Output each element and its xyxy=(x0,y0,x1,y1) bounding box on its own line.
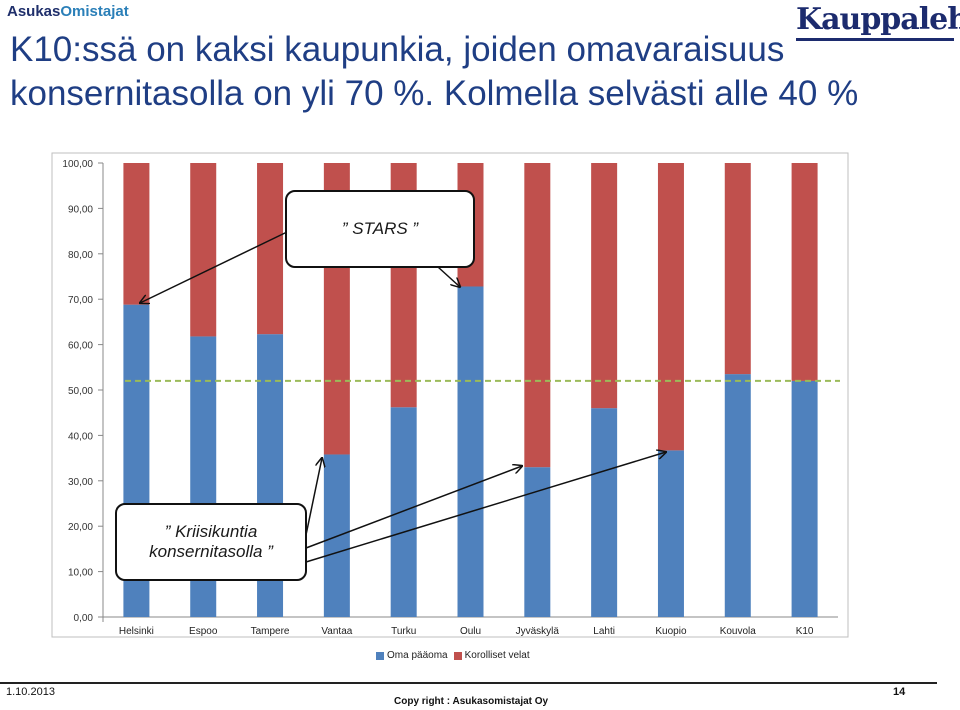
legend-item-equity: Oma pääoma xyxy=(376,650,448,661)
stars-callout-text: ” STARS ” xyxy=(341,219,419,238)
y-tick-label: 100,00 xyxy=(62,159,93,170)
bar-equity-turku xyxy=(390,407,417,617)
legend-label-equity: Oma pääoma xyxy=(387,650,448,661)
x-tick-label: Jyväskylä xyxy=(516,626,560,637)
y-tick-group: 0,00 10,00 20,00 30,00 40,00 50,00 60,00 70,00 8… xyxy=(62,159,103,624)
y-tick-label: 20,00 xyxy=(68,522,93,533)
footer-copyright: Copy right : Asukasomistajat Oy xyxy=(394,696,549,707)
title-line-2: konsernitasolla on yli 70 %. Kolmella se… xyxy=(10,74,859,113)
title-line-1: K10:ssä on kaksi kaupunkia, joiden omava… xyxy=(10,30,785,69)
x-label-group: Helsinki Espoo Tampere Vantaa Turku Oulu Jyväs… xyxy=(119,626,814,637)
page-number: 14 xyxy=(893,686,906,698)
x-tick-label: Helsinki xyxy=(119,626,154,637)
bar-equity-kouvola xyxy=(724,374,751,617)
legend-swatch-debt xyxy=(453,651,462,660)
plot-frame xyxy=(51,152,849,638)
x-tick-label: Kuopio xyxy=(655,626,687,637)
y-tick-label: 70,00 xyxy=(68,295,93,306)
bar-debt-tampere xyxy=(257,163,284,335)
bar-equity-lahti xyxy=(591,408,618,617)
slide-title: K10:ssä on kaksi kaupunkia, joiden omava… xyxy=(10,28,910,116)
crisis-callout-line-1: ” Kriisikuntia xyxy=(164,522,258,541)
bar-debt-kuopio xyxy=(657,163,684,451)
chart-legend: Oma pääoma Korolliset velat xyxy=(376,650,536,661)
x-tick-label: Kouvola xyxy=(720,626,757,637)
bar-equity-kuopio xyxy=(657,450,684,617)
stars-arrow-oulu xyxy=(437,266,460,287)
stars-callout: ” STARS ” xyxy=(285,190,475,268)
bar-debt-espoo xyxy=(190,163,217,337)
stars-arrow-helsinki xyxy=(140,231,288,303)
bar-debt-kouvola xyxy=(724,163,751,375)
brand-logo: AsukasOmistajat xyxy=(7,3,129,20)
y-tick-label: 80,00 xyxy=(68,250,93,261)
x-tick-label: Tampere xyxy=(251,626,290,637)
logo-text: Kauppalehti xyxy=(796,2,960,37)
bar-equity-oulu xyxy=(457,286,484,617)
x-tick-label: Turku xyxy=(391,626,416,637)
x-tick-label: Espoo xyxy=(189,626,218,637)
y-tick-label: 90,00 xyxy=(68,204,93,215)
y-tick-label: 10,00 xyxy=(68,568,93,579)
y-tick-label: 60,00 xyxy=(68,341,93,352)
legend-swatch-equity xyxy=(376,651,384,660)
brand-part2: Omistajat xyxy=(60,3,129,20)
legend-label-debt: Korolliset velat xyxy=(464,650,530,661)
y-tick-label: 0,00 xyxy=(74,613,94,624)
crisis-callout-line-2: konsernitasolla ” xyxy=(149,542,273,561)
legend-item-debt: Korolliset velat xyxy=(453,650,530,661)
crisis-arrow-kuopio xyxy=(305,452,666,563)
bar-equity-k10 xyxy=(791,380,818,617)
y-tick-label: 50,00 xyxy=(68,386,93,397)
bar-debt-jyväskylä xyxy=(524,163,551,468)
crisis-arrow-jyvaskyla xyxy=(305,466,522,549)
x-tick-label: K10 xyxy=(796,626,814,637)
footer-divider xyxy=(0,682,937,684)
x-tick-label: Vantaa xyxy=(321,626,352,637)
brand-part1: Asukas xyxy=(7,3,61,20)
bar-debt-k10 xyxy=(791,163,818,381)
x-tick-label: Oulu xyxy=(460,626,481,637)
y-tick-label: 30,00 xyxy=(68,477,93,488)
x-tick-label: Lahti xyxy=(593,626,615,637)
bar-debt-helsinki xyxy=(123,163,150,305)
crisis-callout: ” Kriisikuntia konsernitasolla ” xyxy=(115,503,307,581)
y-tick-label: 40,00 xyxy=(68,431,93,442)
footer-date: 1.10.2013 xyxy=(6,686,55,698)
bar-equity-jyväskylä xyxy=(524,467,551,617)
crisis-arrow-vantaa xyxy=(305,458,322,536)
bar-debt-lahti xyxy=(591,163,618,409)
logo-rule xyxy=(796,38,954,41)
kauppalehti-logo: Kauppalehti xyxy=(796,2,960,41)
